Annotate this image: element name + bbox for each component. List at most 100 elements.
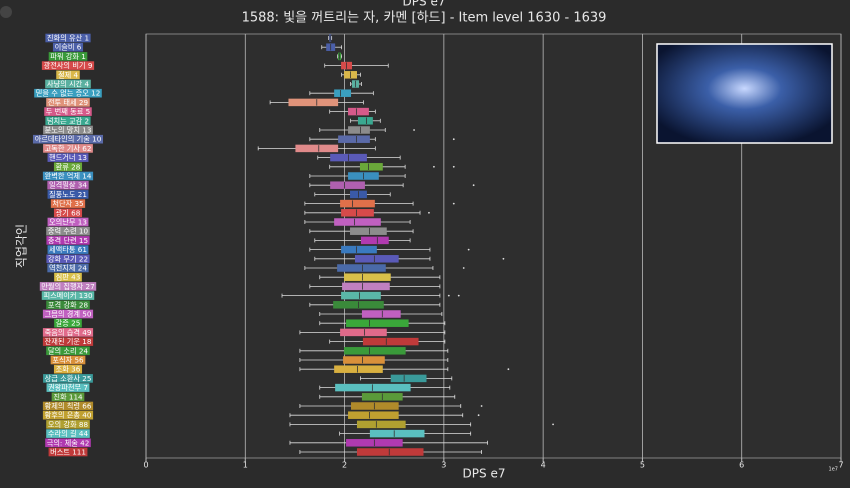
- outlier: [552, 423, 554, 426]
- y-tick-label: 핸드거너 13: [49, 153, 87, 162]
- y-tick-label: 넘치는 교감 2: [47, 116, 89, 125]
- category-label-bg: [50, 199, 86, 208]
- category-label-bg: [46, 300, 90, 310]
- offset-label: 1e7: [829, 467, 838, 473]
- category-label-bg: [46, 236, 90, 245]
- outlier: [447, 294, 450, 297]
- y-tick-label: 이슬비 6: [55, 43, 82, 52]
- y-tick-label: 아르데타인의 기술 10: [35, 135, 102, 144]
- box: [335, 383, 411, 392]
- outlier: [452, 138, 455, 141]
- category-label-bg: [54, 318, 82, 328]
- category-label-bg: [32, 134, 104, 144]
- y-tick-label: 죽음의 습격 49: [45, 328, 92, 337]
- y-tick-label: 중력 수련 10: [48, 227, 89, 236]
- category-label-bg: [43, 125, 93, 135]
- outlier: [457, 294, 460, 297]
- y-tick-label: 완벽한 억제 14: [45, 172, 92, 181]
- category-label-bg: [52, 42, 84, 52]
- y-tick-label: 일격필살 34: [49, 181, 87, 190]
- outlier: [462, 267, 465, 269]
- x-tick-label: 5: [640, 461, 645, 470]
- back-button[interactable]: [0, 6, 12, 18]
- category-label-bg: [42, 171, 94, 181]
- x-tick-label: 0: [143, 461, 148, 470]
- y-tick-label: 갈증 25: [56, 319, 81, 328]
- y-tick-label: 고독한 기사 62: [45, 144, 92, 153]
- outlier: [452, 202, 455, 205]
- category-label-bg: [47, 217, 89, 227]
- category-label-bg: [42, 401, 94, 411]
- outlier: [433, 165, 435, 168]
- category-label-bg: [43, 374, 93, 383]
- category-label-bg: [47, 153, 89, 162]
- y-tick-label: 절제 4: [58, 70, 79, 79]
- category-label-bg: [46, 429, 90, 438]
- category-label-bg: [56, 70, 80, 80]
- y-tick-label: 두 번째 동료 5: [46, 107, 91, 116]
- category-label-bg: [54, 272, 82, 282]
- box: [341, 245, 377, 254]
- y-tick-label: 만월의 집행자 27: [41, 282, 94, 291]
- category-label-bg: [51, 392, 85, 402]
- y-tick-label: 진화의 유산 1: [47, 34, 89, 43]
- y-tick-label: 강화 무기 22: [48, 254, 88, 263]
- box: [360, 236, 389, 245]
- box: [350, 227, 387, 235]
- outlier: [472, 184, 475, 187]
- box: [348, 107, 369, 116]
- x-tick-label: 3: [441, 461, 446, 470]
- y-tick-label: 피스메이커 130: [43, 291, 92, 300]
- y-tick-label: 그믐의 경계 50: [45, 310, 92, 319]
- y-tick-label: 믿을 수 없는 증오 12: [36, 89, 101, 98]
- box: [340, 328, 387, 337]
- category-label-bg: [42, 309, 94, 319]
- box: [344, 273, 391, 281]
- y-tick-label: 충격 단련 15: [48, 236, 88, 245]
- category-label-bg: [45, 116, 91, 126]
- outlier: [502, 257, 505, 260]
- category-label-bg: [53, 364, 83, 374]
- category-label-bg: [46, 383, 90, 392]
- category-label-bg: [53, 162, 83, 172]
- box: [334, 89, 352, 97]
- y-tick-label: 사냥의 시간 4: [47, 80, 90, 89]
- y-tick-label: 황후의 은총 40: [45, 411, 92, 420]
- chart-title: 1588: 빛을 꺼트리는 자, 카멘 [하드] - Item level 16…: [242, 11, 607, 26]
- box: [356, 448, 424, 456]
- outlier: [413, 129, 415, 131]
- category-label-bg: [47, 263, 89, 273]
- category-label-bg: [43, 144, 93, 153]
- box: [346, 319, 409, 327]
- x-axis-label: DPS e7: [463, 467, 506, 481]
- category-label-bg: [50, 355, 86, 365]
- category-label-bg: [48, 52, 88, 61]
- y-tick-label: 분노의 망치 13: [45, 126, 92, 135]
- y-tick-label: 조화 36: [56, 365, 81, 374]
- category-label-bg: [41, 291, 95, 300]
- box: [342, 282, 390, 291]
- y-tick-label: 진화 114: [53, 392, 83, 401]
- category-label-bg: [46, 226, 90, 236]
- category-label-bg: [46, 98, 90, 107]
- y-tick-label: 광전사의 비기 9: [44, 61, 93, 70]
- box: [343, 356, 385, 364]
- box: [295, 144, 339, 153]
- y-tick-label: 상급 소환사 25: [45, 374, 92, 383]
- outlier: [480, 405, 483, 407]
- category-label-bg: [47, 190, 89, 199]
- y-tick-label: 권왕파천무 7: [48, 383, 88, 392]
- y-tick-label: 질풍노도 21: [49, 190, 87, 199]
- box: [341, 291, 381, 300]
- box: [356, 420, 406, 429]
- category-label-bg: [44, 107, 92, 116]
- box: [369, 429, 425, 438]
- y-tick-label: 전투 태세 29: [48, 98, 89, 107]
- box: [341, 209, 374, 217]
- y-tick-label: 역천지체 24: [49, 264, 87, 273]
- box: [390, 374, 427, 383]
- category-label-bg: [34, 88, 102, 98]
- outlier: [477, 414, 480, 417]
